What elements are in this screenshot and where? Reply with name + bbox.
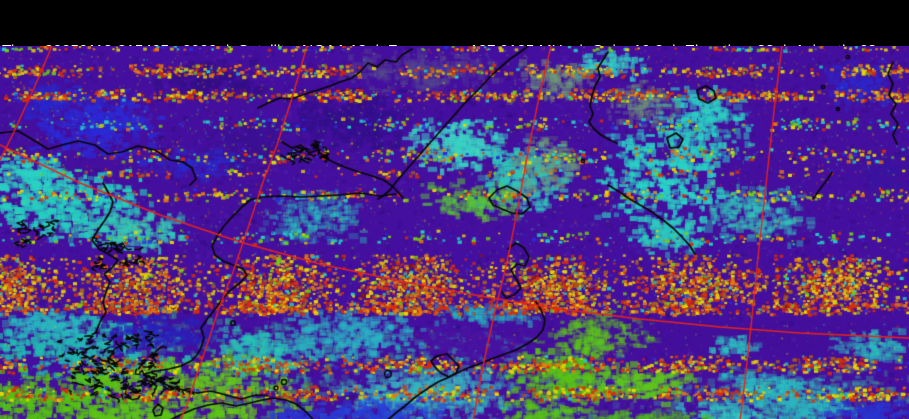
telemetry-header: Time: 20250113-215405 +0900 | Satellite:…: [0, 0, 909, 120]
satellite-image: [0, 46, 909, 419]
